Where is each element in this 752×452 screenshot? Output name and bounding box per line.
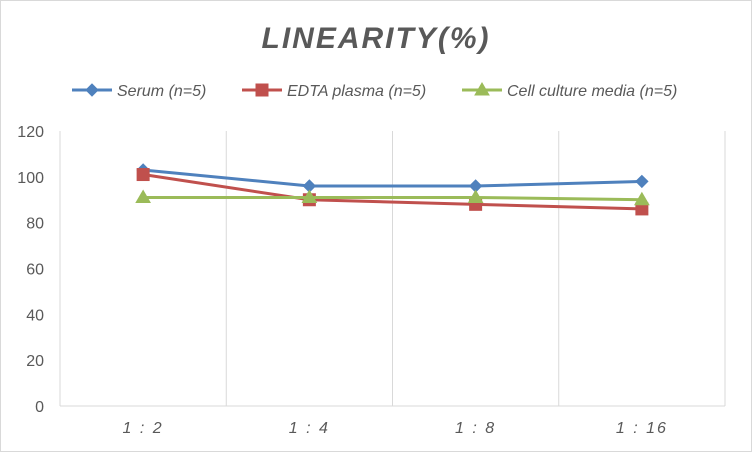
chart-title: LINEARITY(%) [262,22,491,55]
series-cell-culture-media-n-5 [135,189,650,206]
legend-label: Serum (n=5) [117,83,206,100]
y-tick-label: 0 [35,399,44,416]
y-tick-label: 80 [26,216,44,233]
legend-marker [255,83,269,97]
vertical-gridlines [225,131,726,406]
x-tick-label: 1 : 2 [123,420,164,437]
y-tick-label: 40 [26,307,44,324]
data-point [135,189,151,203]
y-axis-ticks: 0 20 40 60 80 100 120 [17,124,44,416]
series-line [141,173,644,211]
series-lines [135,163,650,216]
data-point [635,174,649,189]
series-line [141,195,644,202]
data-point [634,191,650,206]
legend-item-serum-n-5: Serum (n=5) [72,83,206,100]
legend-marker [85,83,99,97]
y-tick-label: 20 [26,353,44,370]
y-tick-label: 60 [26,262,44,279]
y-tick-label: 100 [17,170,44,187]
axes [59,131,725,407]
x-axis-ticks: 1 : 2 1 : 4 1 : 8 1 : 16 [123,420,668,437]
data-point [467,189,484,203]
x-tick-label: 1 : 8 [455,420,496,437]
legend-item-edta-plasma-n-5: EDTA plasma (n=5) [242,83,426,100]
x-tick-label: 1 : 16 [616,420,668,437]
y-tick-label: 120 [17,124,44,141]
data-point [301,189,318,203]
legend-item-cell-culture-media-n-5: Cell culture media (n=5) [462,82,677,100]
series-line [141,168,644,188]
legend: Serum (n=5) EDTA plasma (n=5) Cell culture… [72,82,677,100]
data-point [136,168,150,182]
x-tick-label: 1 : 4 [289,420,330,437]
legend-marker [474,82,490,96]
legend-label: Cell culture media (n=5) [507,83,677,100]
legend-label: EDTA plasma (n=5) [287,83,426,100]
